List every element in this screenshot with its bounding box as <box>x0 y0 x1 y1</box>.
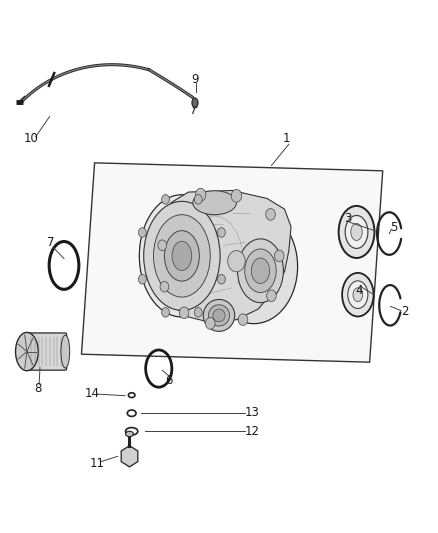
Circle shape <box>158 240 166 251</box>
Text: 5: 5 <box>390 221 397 234</box>
Ellipse shape <box>345 215 368 248</box>
Ellipse shape <box>339 206 374 258</box>
Text: 14: 14 <box>85 386 100 400</box>
Circle shape <box>275 250 284 262</box>
Circle shape <box>205 318 215 329</box>
Text: 12: 12 <box>244 425 259 438</box>
Ellipse shape <box>164 231 199 281</box>
Ellipse shape <box>153 215 210 297</box>
Circle shape <box>138 274 146 284</box>
Circle shape <box>162 308 170 317</box>
Ellipse shape <box>15 333 38 370</box>
Text: 4: 4 <box>355 284 363 297</box>
Ellipse shape <box>210 209 297 324</box>
Polygon shape <box>81 163 383 362</box>
Ellipse shape <box>245 249 276 293</box>
Ellipse shape <box>213 309 225 322</box>
Text: 7: 7 <box>47 236 55 249</box>
Circle shape <box>238 314 248 326</box>
Circle shape <box>160 281 169 292</box>
Ellipse shape <box>61 335 70 368</box>
Ellipse shape <box>251 258 270 284</box>
Text: 13: 13 <box>244 406 259 419</box>
Ellipse shape <box>348 281 368 309</box>
Polygon shape <box>121 446 138 467</box>
Circle shape <box>194 195 202 204</box>
Text: 2: 2 <box>401 305 408 318</box>
Text: 6: 6 <box>165 374 173 387</box>
FancyBboxPatch shape <box>25 333 67 370</box>
Circle shape <box>231 189 242 202</box>
Ellipse shape <box>203 300 235 332</box>
Ellipse shape <box>351 223 362 240</box>
Circle shape <box>162 195 170 204</box>
Text: 10: 10 <box>24 132 39 146</box>
Circle shape <box>218 274 225 284</box>
Ellipse shape <box>144 201 220 310</box>
Text: 1: 1 <box>283 132 290 146</box>
Ellipse shape <box>192 98 198 108</box>
Circle shape <box>266 208 276 220</box>
Circle shape <box>179 307 189 319</box>
Ellipse shape <box>126 431 134 437</box>
Circle shape <box>194 308 202 317</box>
Circle shape <box>228 251 245 272</box>
Ellipse shape <box>139 195 224 317</box>
Circle shape <box>195 188 206 201</box>
Circle shape <box>138 228 146 237</box>
Ellipse shape <box>193 191 237 215</box>
Circle shape <box>218 228 225 237</box>
Text: 8: 8 <box>34 382 42 395</box>
Text: 9: 9 <box>191 73 199 86</box>
Text: 3: 3 <box>344 212 351 225</box>
Ellipse shape <box>353 288 363 302</box>
Ellipse shape <box>342 273 374 317</box>
Ellipse shape <box>237 239 283 303</box>
Circle shape <box>267 290 276 302</box>
Ellipse shape <box>208 305 230 326</box>
Ellipse shape <box>172 241 192 270</box>
Text: 11: 11 <box>89 457 104 470</box>
Polygon shape <box>161 190 291 322</box>
